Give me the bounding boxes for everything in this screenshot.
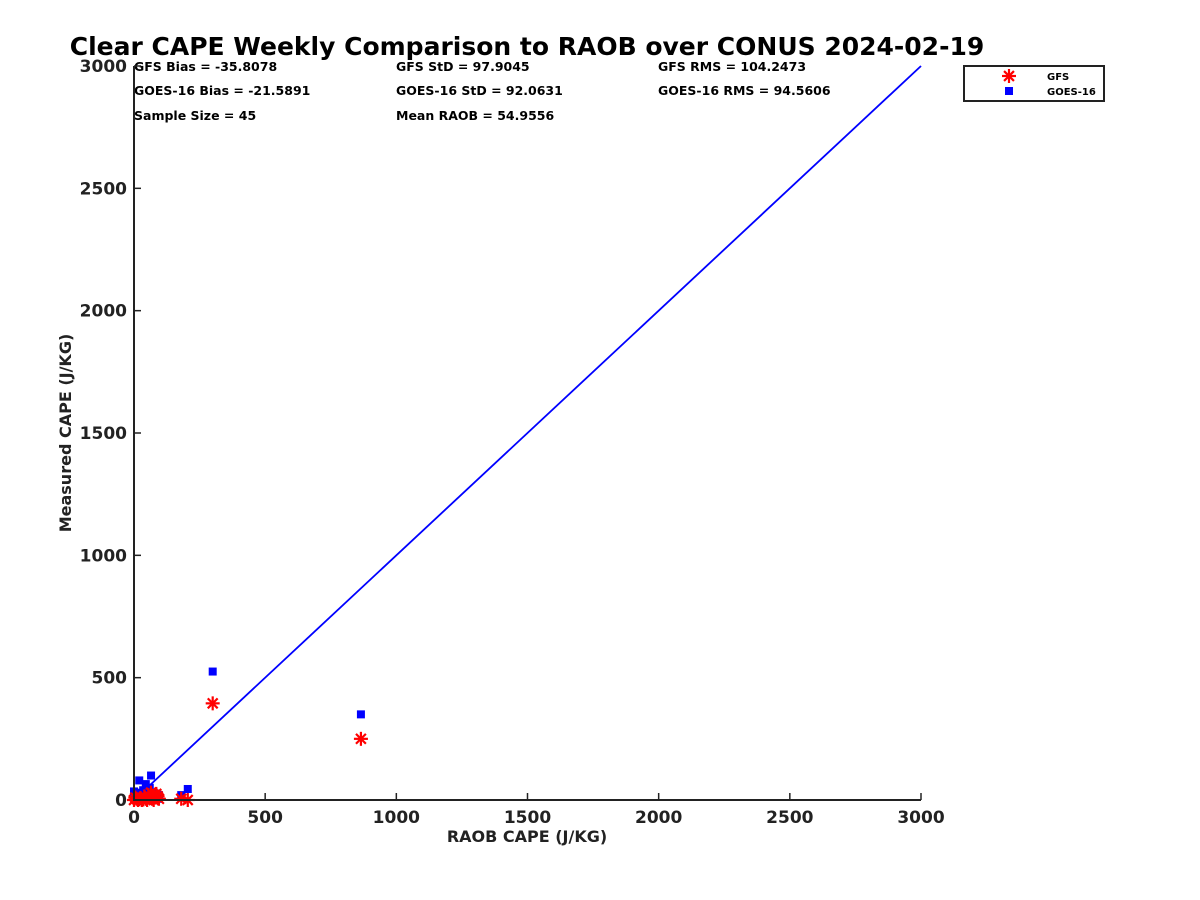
stat-text: GOES-16 Bias = -21.5891 (134, 83, 310, 98)
x-tick-label: 500 (247, 808, 283, 828)
one-to-one-line (133, 65, 922, 801)
x-tick-label: 3000 (897, 808, 944, 828)
stat-text: GFS StD = 97.9045 (396, 59, 530, 74)
gfs-point (151, 791, 166, 806)
goes16-point (135, 776, 144, 785)
legend: GFS GOES-16 (963, 65, 1105, 102)
y-tick-label: 2500 (80, 179, 127, 199)
reference-line-group (133, 65, 922, 801)
y-tick-label: 1000 (80, 546, 127, 566)
x-tick-label: 1000 (373, 808, 420, 828)
y-tick-label: 1500 (80, 424, 127, 444)
y-tick-label: 500 (92, 669, 128, 689)
data-points-group (127, 667, 368, 807)
x-tick-label: 1500 (504, 808, 551, 828)
stat-text: Sample Size = 45 (134, 108, 256, 123)
y-axis-label: Measured CAPE (J/KG) (56, 334, 75, 533)
gfs-point (205, 696, 220, 711)
legend-label: GOES-16 (1047, 87, 1096, 98)
legend-goes16-marker (1005, 87, 1013, 95)
legend-box (963, 65, 1105, 102)
x-tick-label: 2000 (635, 808, 682, 828)
legend-label: GFS (1047, 72, 1069, 83)
x-axis-label: RAOB CAPE (J/KG) (447, 827, 607, 846)
y-tick-label: 0 (115, 791, 127, 811)
chart-title: Clear CAPE Weekly Comparison to RAOB ove… (70, 32, 985, 61)
goes16-point (208, 667, 217, 676)
stat-text: GFS Bias = -35.8078 (134, 59, 277, 74)
stats-block: GFS Bias = -35.8078 GFS StD = 97.9045 GFS … (134, 59, 831, 123)
gfs-point (353, 731, 368, 746)
goes16-point (147, 771, 156, 780)
goes16-point (356, 710, 365, 719)
stat-text: GOES-16 StD = 92.0631 (396, 83, 563, 98)
stat-text: GOES-16 RMS = 94.5606 (658, 83, 831, 98)
goes16-point (183, 784, 192, 793)
x-axis-ticks: 0 500 1000 1500 2000 2500 3000 (128, 793, 945, 828)
stat-text: GFS RMS = 104.2473 (658, 59, 806, 74)
y-tick-label: 2000 (80, 302, 127, 322)
stat-text: Mean RAOB = 54.9556 (396, 108, 554, 123)
legend-gfs-marker (1002, 69, 1016, 83)
x-tick-label: 2500 (766, 808, 813, 828)
y-tick-label: 3000 (80, 57, 127, 77)
x-tick-label: 0 (128, 808, 140, 828)
y-axis-ticks: 0 500 1000 1500 2000 2500 3000 (80, 57, 141, 811)
goes16-point (145, 783, 154, 792)
